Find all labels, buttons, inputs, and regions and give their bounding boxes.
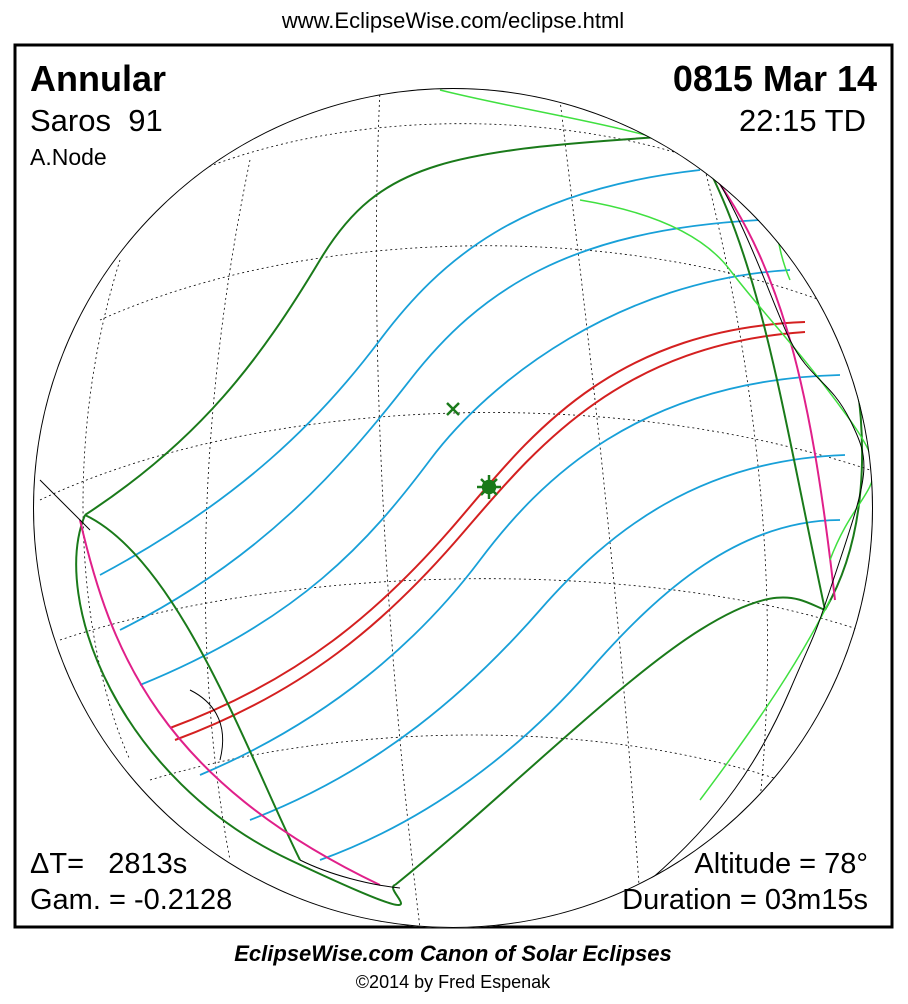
delta-t: ΔT= 2813s [30, 848, 187, 880]
time: 22:15 TD [739, 103, 866, 138]
node: A.Node [30, 144, 107, 170]
date: 0815 Mar 14 [673, 58, 877, 99]
magnitude-curves [99, 169, 846, 861]
saros: Saros 91 [30, 103, 163, 138]
penumbral-limits [75, 134, 864, 906]
footer-title: EclipseWise.com Canon of Solar Eclipses [234, 941, 672, 966]
footer-credit: ©2014 by Fred Espenak [356, 972, 551, 992]
greatest-eclipse [477, 475, 501, 499]
coastlines [39, 139, 865, 889]
eclipse-type: Annular [30, 58, 166, 99]
central-path [169, 321, 806, 741]
header-url: www.EclipseWise.com/eclipse.html [281, 8, 624, 33]
sub-solar-point [446, 402, 460, 416]
globe [33, 88, 873, 928]
gamma: Gam. = -0.2128 [30, 884, 232, 916]
duration: Duration = 03m15s [622, 884, 868, 916]
altitude: Altitude = 78° [694, 848, 868, 880]
